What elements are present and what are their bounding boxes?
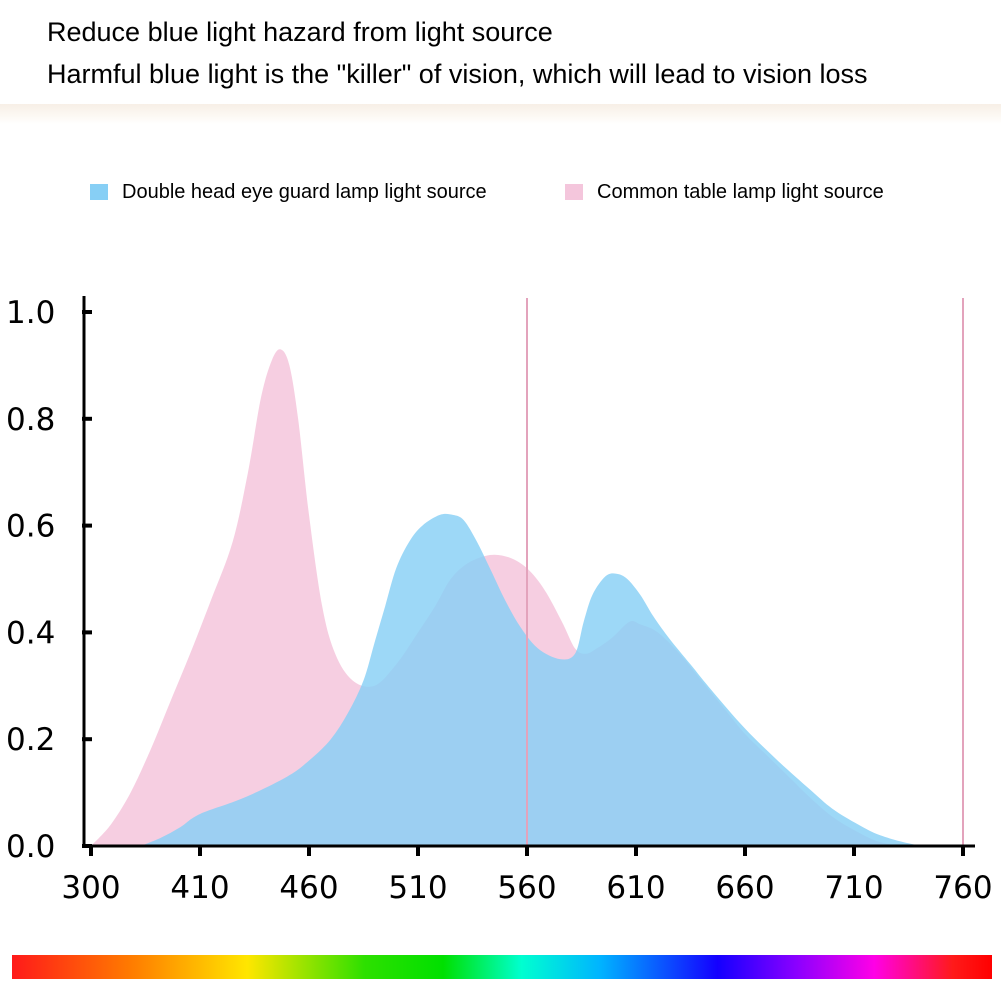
legend-label-common-lamp: Common table lamp light source xyxy=(597,180,884,203)
header-title: Reduce blue light hazard from light sour… xyxy=(47,17,553,47)
legend-item-common-lamp: Common table lamp light source xyxy=(565,179,884,205)
y-tick-label: 0.4 xyxy=(6,615,55,651)
legend-item-eye-guard: Double head eye guard lamp light source xyxy=(90,179,487,205)
x-tick-label: 560 xyxy=(497,870,556,906)
x-tick-label: 510 xyxy=(388,870,447,906)
header-divider-band xyxy=(0,104,1001,124)
header-area: Reduce blue light hazard from light sour… xyxy=(0,0,1001,104)
header-subtitle: Harmful blue light is the "killer" of vi… xyxy=(47,59,868,89)
x-tick-label: 660 xyxy=(715,870,774,906)
visible-spectrum-bar xyxy=(12,955,992,979)
x-tick-label: 710 xyxy=(824,870,883,906)
legend-label-eye-guard: Double head eye guard lamp light source xyxy=(122,180,487,203)
y-tick-label: 0.0 xyxy=(6,829,55,865)
x-tick-label: 300 xyxy=(61,870,120,906)
legend-swatch-eye-guard xyxy=(90,184,108,200)
x-tick-label: 410 xyxy=(170,870,229,906)
y-tick-label: 0.8 xyxy=(6,402,55,438)
y-tick-label: 0.6 xyxy=(6,509,55,545)
y-tick-label: 0.2 xyxy=(6,722,55,758)
series-area-eye-guard xyxy=(140,513,924,846)
legend-swatch-common-lamp xyxy=(565,184,583,200)
x-tick-label: 610 xyxy=(606,870,665,906)
x-tick-label: 460 xyxy=(279,870,338,906)
y-tick-label: 1.0 xyxy=(6,295,55,331)
x-tick-label: 760 xyxy=(933,870,992,906)
